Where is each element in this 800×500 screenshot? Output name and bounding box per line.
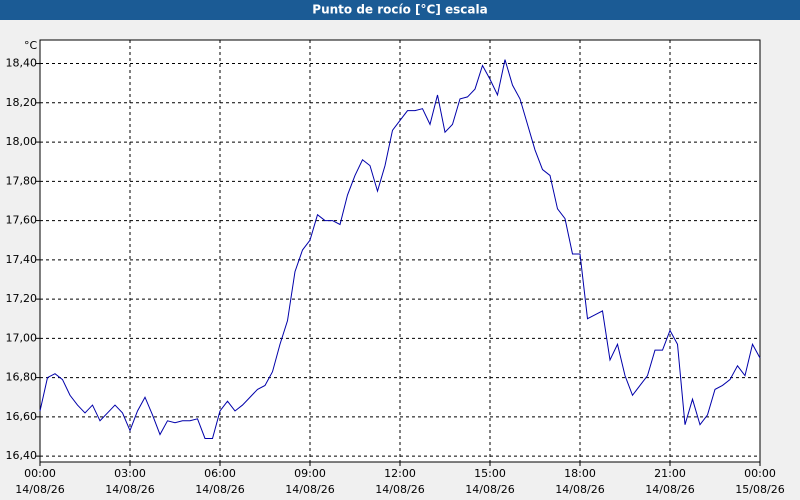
- y-tick-label: 17,40: [6, 253, 38, 266]
- x-tick-label: 03:00: [114, 467, 146, 480]
- y-tick-label: 18,20: [6, 96, 38, 109]
- x-tick-date: 14/08/26: [375, 483, 424, 496]
- x-tick-label: 00:00: [24, 467, 56, 480]
- x-tick-label: 00:00: [744, 467, 776, 480]
- x-tick-label: 09:00: [294, 467, 326, 480]
- x-tick-date: 14/08/26: [195, 483, 244, 496]
- y-unit: °C: [24, 39, 38, 52]
- y-tick-label: 18,40: [6, 57, 38, 70]
- y-tick-label: 16,40: [6, 449, 38, 462]
- y-tick-label: 17,20: [6, 292, 38, 305]
- y-tick-label: 16,80: [6, 371, 38, 384]
- x-tick-label: 15:00: [474, 467, 506, 480]
- y-tick-label: 17,00: [6, 331, 38, 344]
- y-tick-label: 16,60: [6, 410, 38, 423]
- x-tick-date: 14/08/26: [285, 483, 334, 496]
- x-tick-date: 15/08/26: [735, 483, 784, 496]
- x-tick-date: 14/08/26: [465, 483, 514, 496]
- line: [39, 59, 761, 439]
- x-tick-date: 14/08/26: [15, 483, 64, 496]
- x-tick-date: 14/08/26: [555, 483, 604, 496]
- x-tick-label: 06:00: [204, 467, 236, 480]
- x-tick-label: 21:00: [654, 467, 686, 480]
- x-tick-date: 14/08/26: [105, 483, 154, 496]
- x-tick-label: 18:00: [564, 467, 596, 480]
- title-bar: [0, 0, 800, 20]
- y-tick-label: 17,80: [6, 174, 38, 187]
- x-tick-label: 12:00: [384, 467, 416, 480]
- chart-title: Punto de rocío [°C] escala: [312, 3, 487, 17]
- y-tick-label: 17,60: [6, 214, 38, 227]
- y-tick-label: 18,00: [6, 135, 38, 148]
- x-tick-date: 14/08/26: [645, 483, 694, 496]
